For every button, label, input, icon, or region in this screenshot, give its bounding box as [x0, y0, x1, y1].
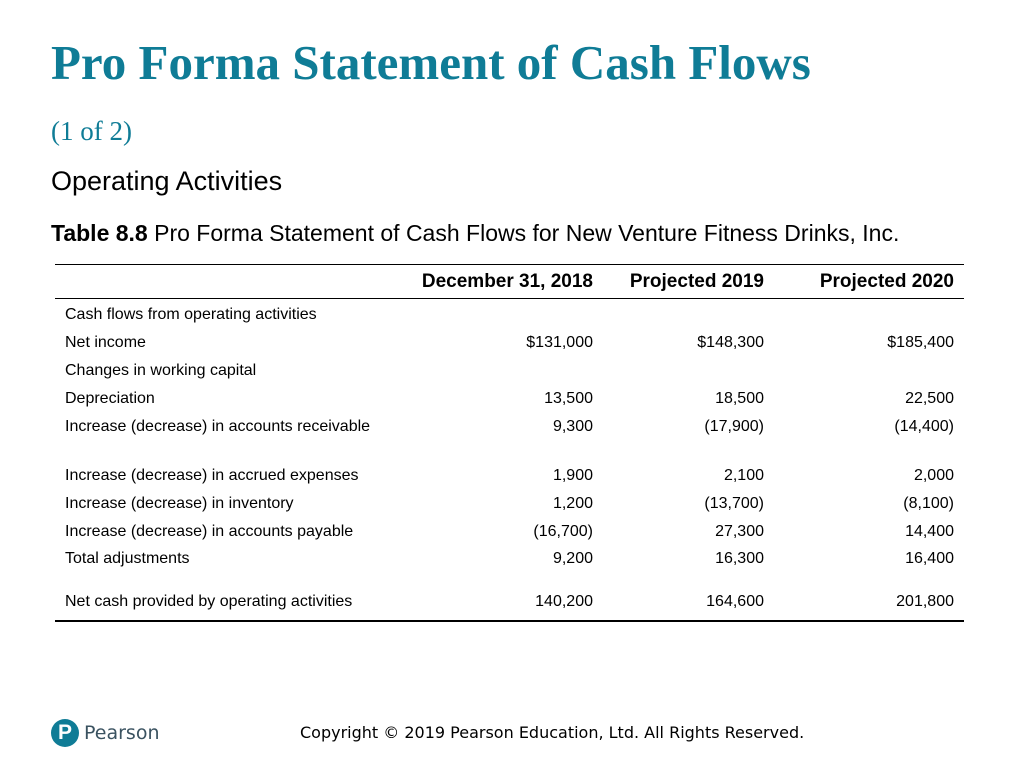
table-row: Cash flows from operating activities	[55, 299, 964, 327]
cell-2019: 27,300	[715, 522, 764, 540]
row-label: Cash flows from operating activities	[65, 306, 317, 323]
table-row: Net income $131,000 $148,300 $185,400	[55, 327, 964, 355]
cell-2019	[603, 299, 774, 327]
cell-2018	[403, 299, 603, 327]
cell-2019: 2,100	[723, 466, 764, 484]
row-label: Depreciation	[65, 389, 155, 407]
cell-2020: 2,000	[913, 466, 954, 484]
cell-2020: $185,400	[887, 333, 954, 351]
cell-2019: (13,700)	[704, 494, 764, 512]
row-label: Increase (decrease) in accrued expenses	[65, 466, 359, 484]
cell-2020: 22,500	[905, 389, 954, 407]
cash-flow-table: December 31, 2018 Projected 2019 Project…	[55, 264, 964, 622]
cell-2018	[403, 355, 603, 383]
cell-2018: 13,500	[544, 389, 593, 407]
cell-2018: $131,000	[526, 333, 593, 351]
slide-subtitle: Operating Activities	[51, 166, 283, 196]
row-label: Increase (decrease) in inventory	[65, 494, 294, 512]
pearson-p-icon: P	[51, 719, 79, 747]
cell-2018: 1,900	[552, 466, 593, 484]
cell-2020	[774, 355, 964, 383]
header-projected-2019: Projected 2019	[603, 264, 774, 299]
table-row: Increase (decrease) in accounts receivab…	[55, 411, 964, 460]
table-row: Increase (decrease) in inventory 1,200 (…	[55, 488, 964, 516]
cell-2019	[603, 355, 774, 383]
header-label-column	[55, 264, 403, 299]
table-caption: Table 8.8 Pro Forma Statement of Cash Fl…	[51, 218, 899, 248]
row-label: Net cash provided by operating activitie…	[55, 585, 403, 622]
slide-title-text: Pro Forma Statement of Cash Flows	[51, 35, 811, 90]
row-label: Increase (decrease) in accounts receivab…	[65, 417, 371, 435]
cell-2019: 164,600	[603, 585, 774, 622]
cell-2019: 18,500	[715, 389, 764, 407]
cell-2018: 9,200	[552, 549, 593, 567]
copyright-notice: Copyright © 2019 Pearson Education, Ltd.…	[300, 723, 805, 742]
cell-2018: 140,200	[403, 585, 603, 622]
cell-2018: 9,300	[552, 417, 593, 435]
row-label: Increase (decrease) in accounts payable	[65, 522, 354, 540]
cell-2019: (17,900)	[704, 417, 764, 435]
cell-2019: $148,300	[697, 333, 764, 351]
table-row: Changes in working capital	[55, 355, 964, 383]
cell-2020: 201,800	[774, 585, 964, 622]
cell-2020: (8,100)	[903, 494, 954, 512]
row-label: Changes in working capital	[65, 361, 257, 379]
cell-2020	[774, 299, 964, 327]
header-2018: December 31, 2018	[403, 264, 603, 299]
cell-2019: 16,300	[715, 549, 764, 567]
pearson-logo-text: Pearson	[84, 722, 160, 744]
row-label: Net income	[65, 333, 146, 351]
table-caption-text: Pro Forma Statement of Cash Flows for Ne…	[154, 220, 900, 246]
table-row: Total adjustments 9,200 16,300 16,400	[55, 544, 964, 586]
slide-title-suffix: (1 of 2)	[51, 116, 132, 146]
slide-title: Pro Forma Statement of Cash Flows (1 of …	[51, 32, 811, 162]
table-caption-number: Table 8.8	[51, 220, 148, 246]
cell-2018: 1,200	[552, 494, 593, 512]
table-row: Increase (decrease) in accrued expenses …	[55, 460, 964, 488]
cell-2018: (16,700)	[533, 522, 593, 540]
table-row: Increase (decrease) in accounts payable …	[55, 516, 964, 544]
cell-2020: 16,400	[905, 549, 954, 567]
header-projected-2020: Projected 2020	[774, 264, 964, 299]
cell-2020: 14,400	[905, 522, 954, 540]
row-label: Total adjustments	[65, 549, 190, 567]
table-header-row: December 31, 2018 Projected 2019 Project…	[55, 264, 964, 299]
pearson-logo: P Pearson	[51, 719, 160, 747]
table-row-total: Net cash provided by operating activitie…	[55, 585, 964, 622]
cell-2020: (14,400)	[894, 417, 954, 435]
table-row: Depreciation 13,500 18,500 22,500	[55, 383, 964, 411]
